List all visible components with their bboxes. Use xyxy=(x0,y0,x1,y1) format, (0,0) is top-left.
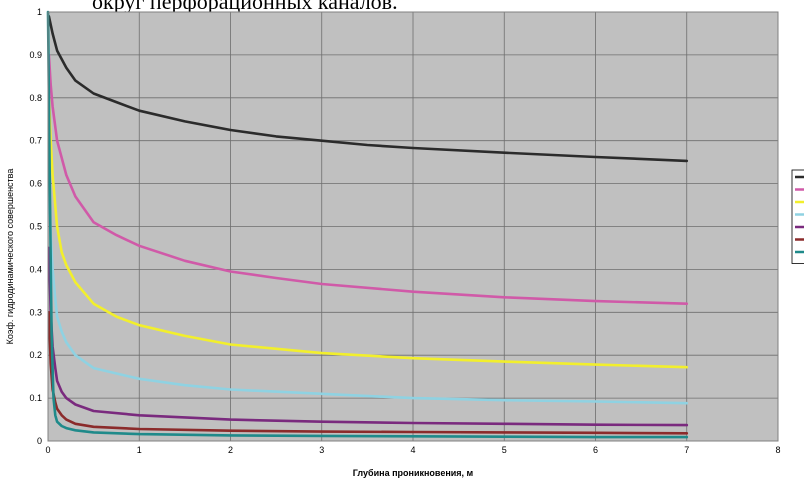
x-axis-label: Глубина проникновения, м xyxy=(353,468,474,478)
series-line-2 xyxy=(47,53,689,306)
x-tick-label: 6 xyxy=(593,445,598,455)
y-tick-label: 0.6 xyxy=(29,179,42,189)
y-tick-labels: 0 0.1 0.2 0.3 0.4 0.5 0.6 0.7 0.8 0.9 1 xyxy=(29,7,42,446)
y-tick-label: 0.5 xyxy=(29,222,42,232)
y-tick-label: 0.2 xyxy=(29,350,42,360)
x-tick-label: 5 xyxy=(502,445,507,455)
series-line-1 xyxy=(47,14,689,163)
x-tick-label: 4 xyxy=(410,445,415,455)
x-tick-label: 2 xyxy=(228,445,233,455)
x-tick-label: 3 xyxy=(319,445,324,455)
x-tick-label: 8 xyxy=(775,445,780,455)
y-tick-label: 1 xyxy=(37,7,42,17)
y-axis-label: Коэф. гидродинамического совершенства xyxy=(5,169,15,345)
legend-box xyxy=(791,169,804,264)
x-tick-label: 1 xyxy=(137,445,142,455)
series-line-5 xyxy=(47,246,689,427)
y-tick-label: 0 xyxy=(37,436,42,446)
series-line-3 xyxy=(47,96,689,369)
plot-border xyxy=(47,11,779,442)
y-tick-label: 0.1 xyxy=(29,393,42,403)
y-tick-label: 0.7 xyxy=(29,136,42,146)
y-tick-label: 0.3 xyxy=(29,307,42,317)
x-tick-label: 7 xyxy=(684,445,689,455)
series-lines xyxy=(46,10,689,439)
caption-text: округ перфорационных каналов. xyxy=(92,0,398,14)
y-tick-label: 0.8 xyxy=(29,93,42,103)
x-tick-label: 0 xyxy=(45,445,50,455)
series-line-7 xyxy=(46,10,689,439)
legend xyxy=(791,169,804,264)
y-tick-label: 0.9 xyxy=(29,50,42,60)
series-line-4 xyxy=(47,182,689,405)
y-tick-label: 0.4 xyxy=(29,264,42,274)
x-tick-labels: 0 1 2 3 4 5 6 7 8 xyxy=(45,445,780,455)
